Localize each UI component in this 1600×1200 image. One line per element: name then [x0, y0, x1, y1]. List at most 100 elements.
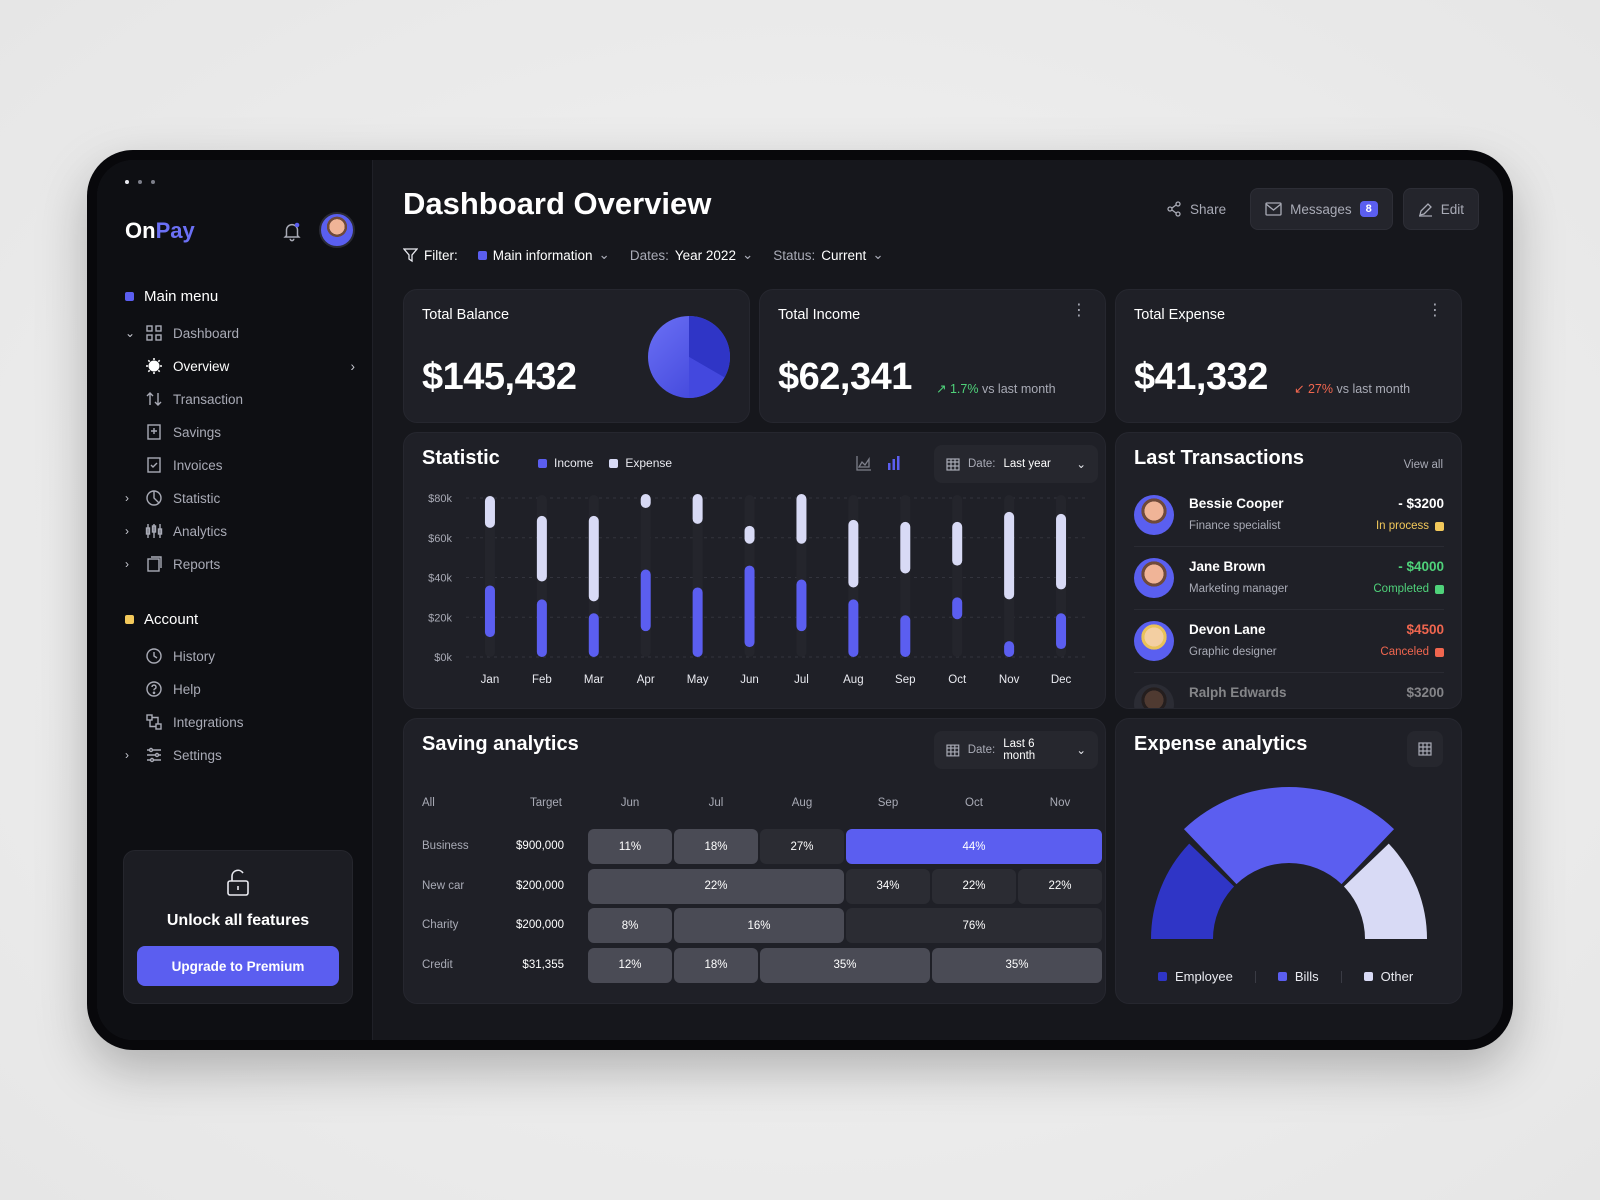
saving-row-label: Charity	[422, 919, 459, 931]
more-vertical-icon[interactable]: ⋮	[1427, 302, 1443, 319]
saving-cell[interactable]: 16%	[674, 908, 844, 943]
legend-expense-label: Expense	[625, 456, 673, 470]
chevron-right-icon[interactable]: ›	[125, 524, 129, 538]
chevron-down-icon[interactable]: ⌄	[125, 326, 136, 340]
balance-pie-icon	[648, 316, 730, 398]
bar-expense[interactable]	[536, 515, 547, 582]
transaction-amount: - $3200	[1398, 496, 1444, 511]
sidebar-item-analytics[interactable]: › Analytics	[125, 517, 355, 545]
bar-income[interactable]	[484, 585, 495, 638]
statistic-chart: $0k $20k $40k $60k $80k Jan Feb Mar Apr May Jun Jul…	[428, 493, 1089, 686]
sidebar-item-history[interactable]: History	[125, 642, 355, 670]
legend-swatch	[1363, 972, 1373, 981]
messages-button[interactable]: Messages 8	[1250, 188, 1393, 230]
bar-income[interactable]	[536, 599, 547, 657]
saving-date-dropdown[interactable]: Date: Last 6 month ⌄	[934, 731, 1098, 769]
sidebar-item-statistic[interactable]: › Statistic	[125, 484, 355, 512]
app-logo[interactable]: OnPay	[125, 218, 195, 244]
sidebar-item-dashboard[interactable]: ⌄ Dashboard	[125, 319, 355, 347]
sidebar-item-label: Overview	[173, 358, 230, 374]
saving-cell[interactable]: 18%	[674, 947, 758, 983]
share-button[interactable]: Share	[1152, 188, 1240, 230]
sidebar-item-transaction[interactable]: Transaction	[125, 385, 355, 413]
x-tick-label: Aug	[843, 674, 863, 686]
gauge-segment-bills[interactable]	[1183, 787, 1395, 885]
transaction-row[interactable]: Jane Brown Marketing manager - $4000 Com…	[1134, 548, 1444, 610]
transaction-row[interactable]: Devon Lane Graphic designer $4500 Cancel…	[1134, 611, 1444, 673]
bar-expense[interactable]	[484, 496, 495, 528]
bar-chart-icon[interactable]	[886, 455, 902, 471]
bar-income[interactable]	[848, 599, 859, 657]
bar-expense[interactable]	[952, 521, 963, 566]
saving-cell[interactable]: 35%	[760, 947, 930, 983]
saving-cell[interactable]: 22%	[1018, 868, 1102, 904]
filter-text: Filter:	[424, 247, 458, 263]
savings-icon	[147, 424, 161, 440]
income-delta-value: 1.7%	[949, 382, 979, 396]
bar-income[interactable]	[692, 587, 703, 657]
upgrade-button[interactable]: Upgrade to Premium	[137, 946, 339, 986]
filter-status-dropdown[interactable]: Status: Current ⌄	[773, 247, 883, 263]
bar-income[interactable]	[588, 613, 599, 657]
bell-icon[interactable]	[281, 220, 303, 242]
saving-cell[interactable]: 22%	[588, 868, 844, 904]
view-all-link[interactable]: View all	[1403, 459, 1443, 471]
bar-expense[interactable]	[692, 494, 703, 524]
bar-expense[interactable]	[588, 515, 599, 602]
table-view-button[interactable]	[1407, 731, 1443, 767]
sidebar-item-invoices[interactable]: Invoices	[125, 451, 355, 479]
avatar	[1134, 558, 1174, 598]
saving-cell[interactable]: 22%	[932, 868, 1016, 904]
saving-cell[interactable]: 27%	[760, 829, 844, 864]
bar-income[interactable]	[1004, 641, 1015, 657]
chevron-down-icon: ⌄	[741, 247, 754, 262]
saving-cell[interactable]: 12%	[588, 947, 672, 983]
chevron-right-icon[interactable]: ›	[125, 491, 129, 505]
bar-track	[952, 495, 963, 657]
edit-button[interactable]: Edit	[1402, 188, 1479, 230]
transaction-row[interactable]: Ralph Edwards $3200	[1134, 674, 1444, 708]
saving-cell[interactable]: 34%	[846, 868, 930, 904]
bar-expense[interactable]	[796, 494, 807, 544]
area-chart-icon[interactable]	[856, 455, 872, 471]
bar-expense[interactable]	[640, 494, 651, 508]
bar-income[interactable]	[796, 579, 807, 632]
chevron-down-icon: ⌄	[872, 247, 884, 262]
bar-expense[interactable]	[1056, 513, 1067, 590]
sidebar-item-savings[interactable]: Savings	[125, 418, 355, 446]
bar-income[interactable]	[640, 569, 651, 632]
transaction-row[interactable]: Bessie Cooper Finance specialist - $3200…	[1134, 485, 1444, 547]
bar-expense[interactable]	[848, 519, 859, 588]
saving-cell[interactable]: 11%	[588, 829, 672, 864]
bar-expense[interactable]	[1004, 511, 1015, 600]
saving-cell[interactable]: 8%	[588, 908, 672, 943]
sidebar-item-integrations[interactable]: Integrations	[125, 708, 355, 736]
gauge-segment-employee[interactable]	[1151, 843, 1235, 939]
chevron-right-icon[interactable]: ›	[125, 748, 129, 762]
saving-cell[interactable]: 35%	[932, 947, 1102, 983]
user-avatar[interactable]	[319, 212, 355, 248]
bar-income[interactable]	[1056, 613, 1067, 650]
more-vertical-icon[interactable]: ⋮	[1071, 302, 1087, 319]
statistic-date-dropdown[interactable]: Date: Last year ⌄	[934, 445, 1098, 483]
messages-label: Messages	[1290, 201, 1352, 217]
filter-main-dropdown[interactable]: Main information ⌄	[477, 247, 610, 263]
saving-cell[interactable]: 44%	[846, 829, 1102, 864]
gauge-segment-other[interactable]	[1343, 843, 1427, 939]
sidebar-item-reports[interactable]: › Reports	[125, 550, 355, 578]
bar-expense[interactable]	[744, 525, 755, 544]
chevron-right-icon[interactable]: ›	[125, 557, 129, 571]
bar-income[interactable]	[900, 615, 911, 657]
legend-bills: Bills	[1277, 969, 1319, 984]
sidebar-item-overview[interactable]: Overview ›	[125, 352, 355, 380]
bar-income[interactable]	[952, 597, 963, 620]
saving-cell[interactable]: 76%	[846, 908, 1102, 943]
filter-dates-dropdown[interactable]: Dates: Year 2022 ⌄	[630, 247, 753, 263]
share-label: Share	[1190, 201, 1227, 217]
bar-expense[interactable]	[900, 521, 911, 574]
saving-cell[interactable]: 18%	[674, 829, 758, 864]
sidebar-item-settings[interactable]: › Settings	[125, 741, 355, 769]
transaction-status: In process	[1376, 520, 1444, 532]
bar-income[interactable]	[744, 565, 755, 648]
sidebar-item-help[interactable]: Help	[125, 675, 355, 703]
